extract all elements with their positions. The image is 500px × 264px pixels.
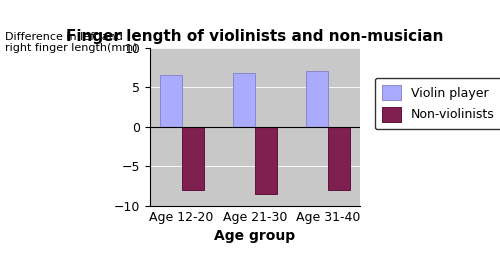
Bar	[328, 127, 350, 190]
Bar	[255, 127, 277, 194]
Legend: Violin player, Non-violinists: Violin player, Non-violinists	[374, 78, 500, 129]
Bar	[182, 127, 204, 190]
Text: Difference in left and
right finger length(mm): Difference in left and right finger leng…	[5, 32, 138, 53]
Bar	[160, 75, 182, 127]
Bar	[306, 71, 328, 127]
X-axis label: Age group: Age group	[214, 229, 296, 243]
Bar	[233, 73, 255, 127]
Title: Finger length of violinists and non-musician: Finger length of violinists and non-musi…	[66, 29, 444, 44]
